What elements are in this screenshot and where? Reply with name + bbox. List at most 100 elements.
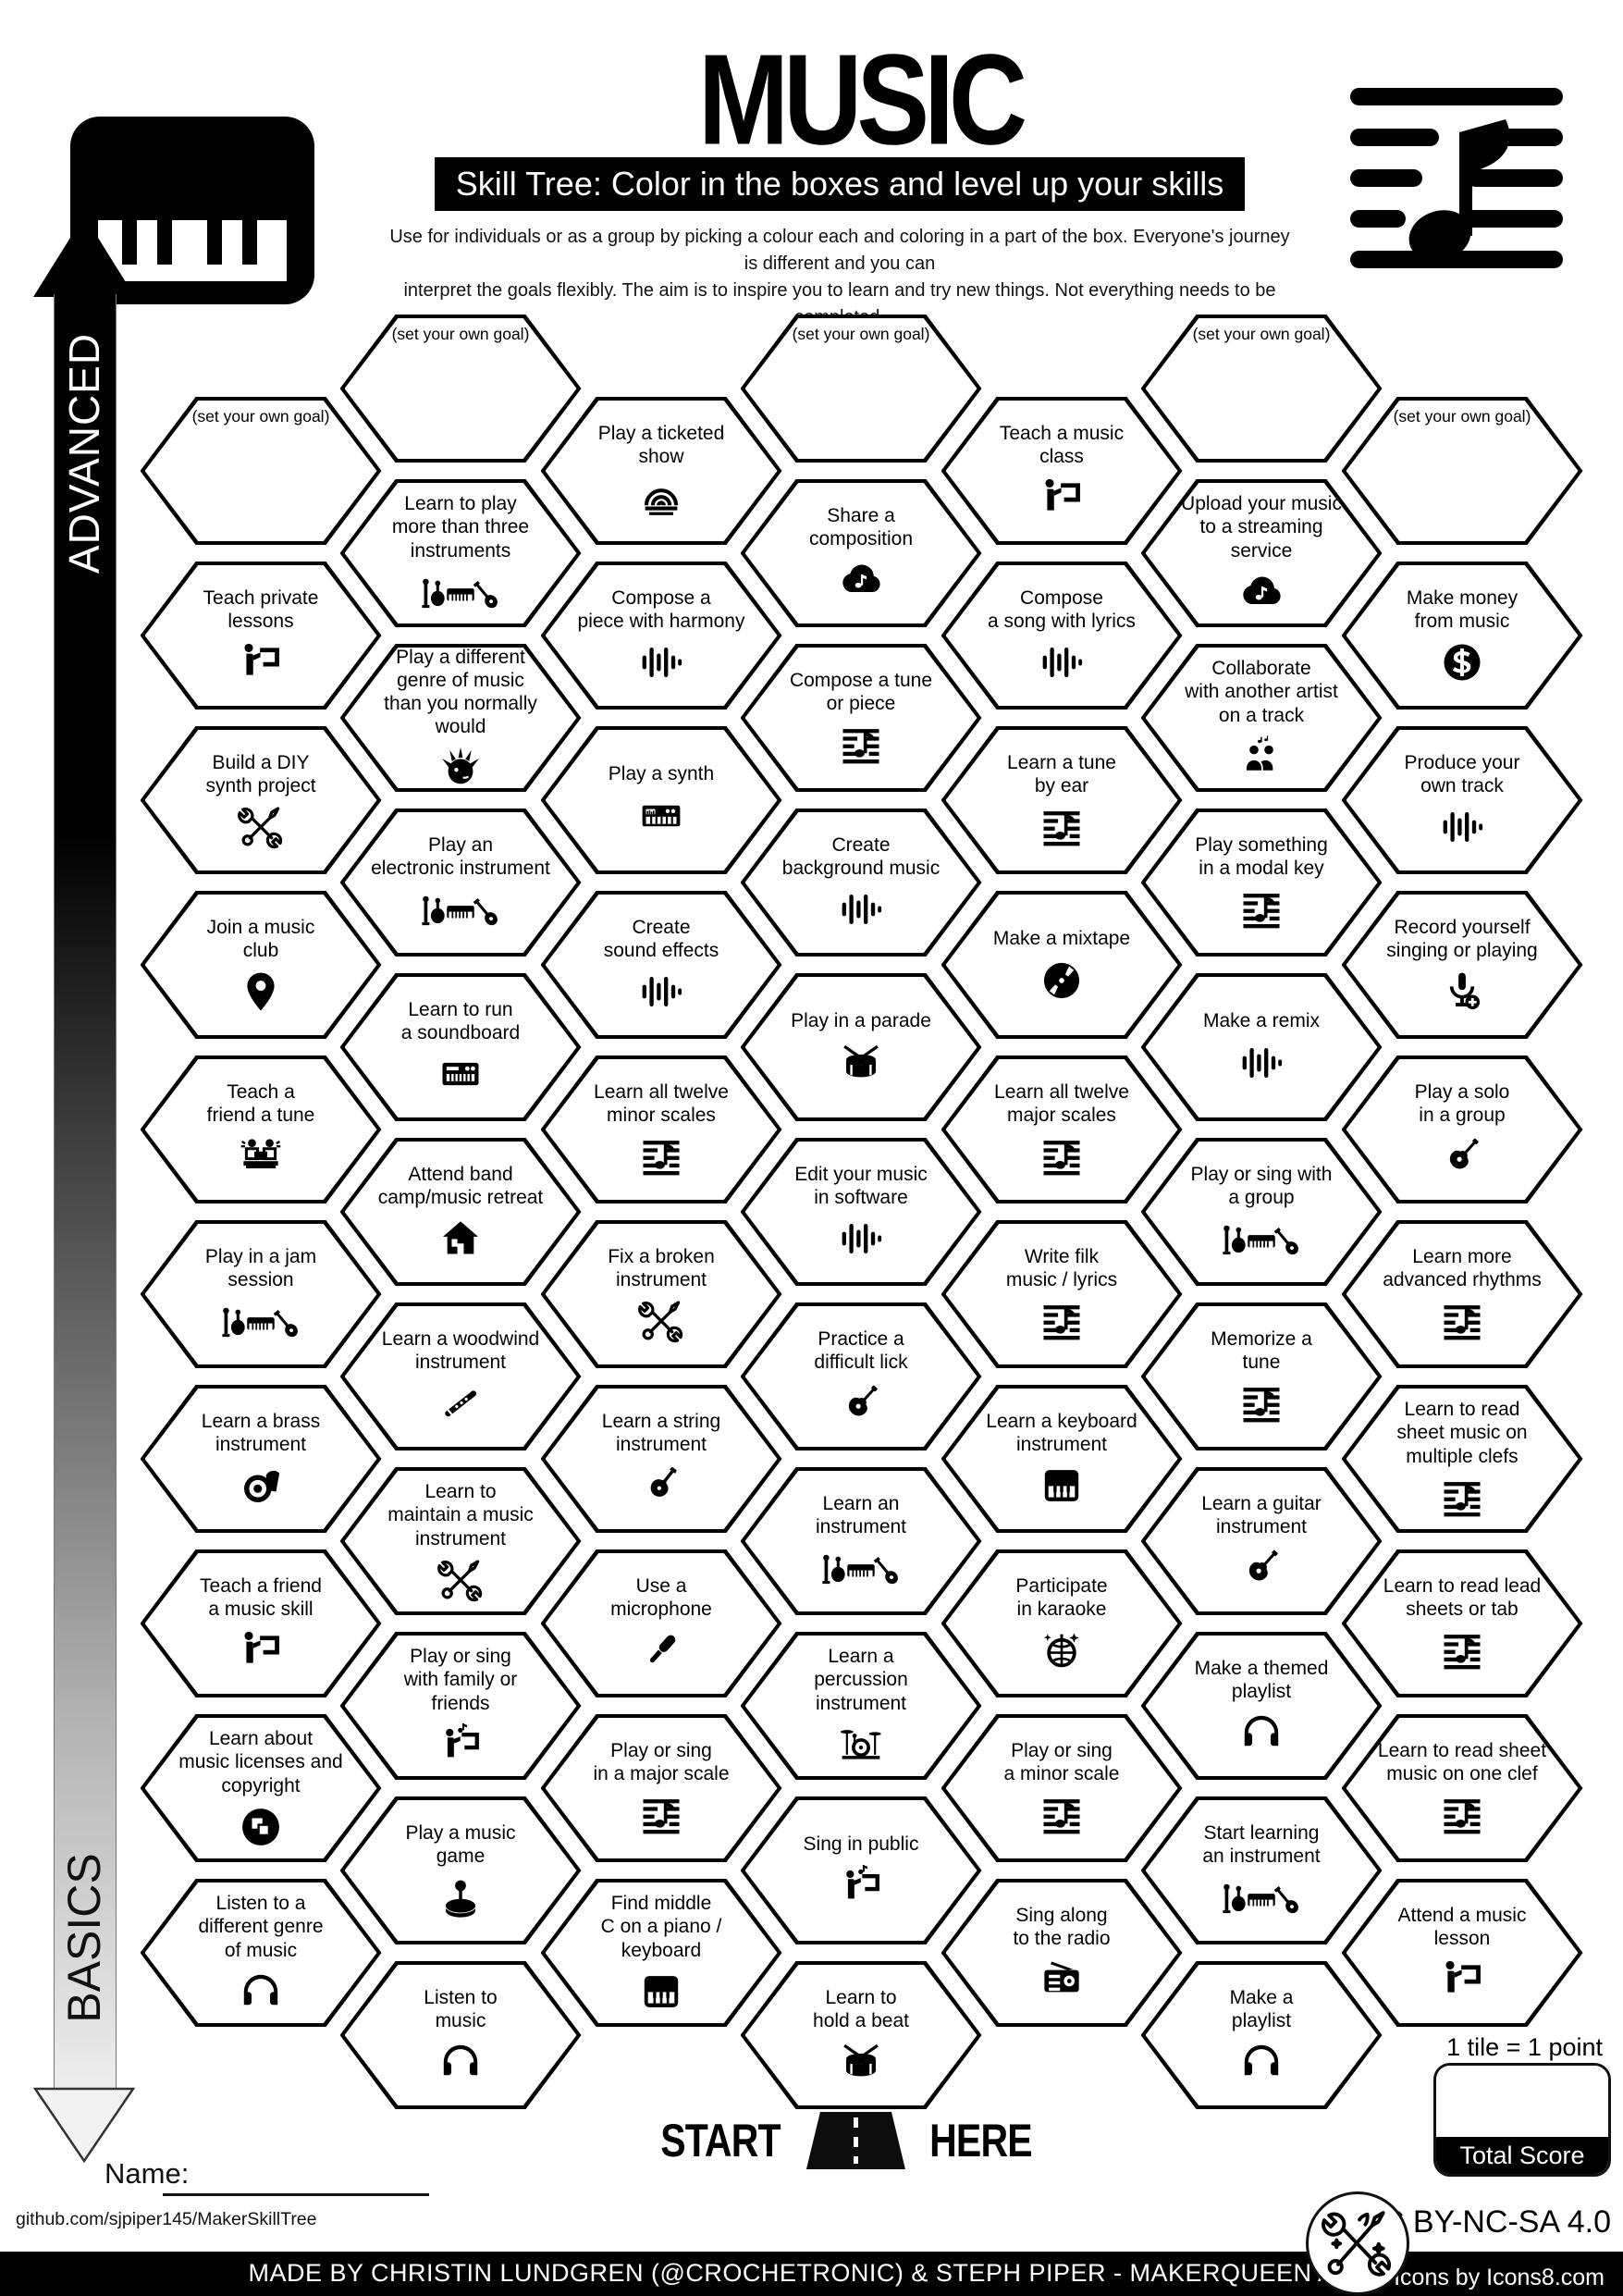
hex-tile-custom-goal[interactable]: (set your own goal)	[1341, 397, 1583, 545]
hex-fill-area[interactable]	[1346, 730, 1579, 870]
hex-fill-area[interactable]	[744, 1306, 977, 1447]
hex-tile[interactable]: Start learning an instrument	[1140, 1796, 1383, 1944]
hex-fill-area[interactable]	[1346, 1882, 1579, 2023]
hex-fill-area[interactable]	[744, 812, 977, 953]
hex-tile[interactable]: Teach private lessons	[140, 562, 382, 710]
hex-fill-area[interactable]	[1145, 318, 1378, 459]
hex-fill-area[interactable]	[744, 483, 977, 623]
github-link[interactable]: github.com/sjpiper145/MakerSkillTree	[16, 2209, 317, 2229]
hex-tile[interactable]: Record yourself singing or playing	[1341, 891, 1583, 1039]
hex-tile[interactable]: Upload your music to a streaming service	[1140, 479, 1383, 627]
icons8-credit[interactable]: Icons by Icons8.com	[1394, 2265, 1605, 2290]
hex-tile-custom-goal[interactable]: (set your own goal)	[339, 315, 582, 463]
hex-fill-area[interactable]	[945, 1224, 1178, 1364]
hex-tile[interactable]: Play or sing with family or friends	[339, 1632, 582, 1780]
hex-tile[interactable]: Make a remix	[1140, 973, 1383, 1121]
hex-tile[interactable]: Sing along to the radio	[941, 1879, 1183, 2027]
hex-fill-area[interactable]	[344, 977, 577, 1117]
hex-fill-area[interactable]	[744, 1142, 977, 1282]
hex-tile[interactable]: Build a DIY synth project	[140, 726, 382, 874]
hex-tile[interactable]: Listen to music	[339, 1961, 582, 2109]
hex-tile[interactable]: Learn to read lead sheets or tab	[1341, 1549, 1583, 1697]
hex-tile[interactable]: Create background music	[740, 809, 982, 957]
hex-fill-area[interactable]	[945, 1389, 1178, 1529]
hex-tile[interactable]: Learn a brass instrument	[140, 1385, 382, 1533]
hex-tile[interactable]: Teach a friend a music skill	[140, 1549, 382, 1697]
hex-tile[interactable]: Learn a tune by ear	[941, 726, 1183, 874]
hex-fill-area[interactable]	[344, 1306, 577, 1447]
hex-fill-area[interactable]	[1145, 1800, 1378, 1941]
hex-fill-area[interactable]	[1346, 1059, 1579, 1200]
hex-tile-custom-goal[interactable]: (set your own goal)	[1140, 315, 1383, 463]
hex-tile[interactable]: Use a microphone	[540, 1549, 782, 1697]
hex-fill-area[interactable]	[1145, 1306, 1378, 1447]
hex-fill-area[interactable]	[144, 1389, 377, 1529]
hex-tile[interactable]: Play in a jam session	[140, 1220, 382, 1368]
hex-tile[interactable]: Learn to play more than three instruments	[339, 479, 582, 627]
hex-tile[interactable]: Edit your music in software	[740, 1138, 982, 1286]
hex-fill-area[interactable]	[344, 1965, 577, 2105]
hex-tile[interactable]: Find middle C on a piano / keyboard	[540, 1879, 782, 2027]
hex-fill-area[interactable]	[144, 895, 377, 1035]
hex-tile[interactable]: Produce your own track	[1341, 726, 1583, 874]
hex-tile[interactable]: Play or sing in a major scale	[540, 1714, 782, 1862]
hex-tile[interactable]: Learn to read sheet music on multiple clef…	[1341, 1385, 1583, 1533]
hex-tile[interactable]: Learn more advanced rhythms	[1341, 1220, 1583, 1368]
hex-tile[interactable]: Learn all twelve major scales	[941, 1055, 1183, 1204]
hex-fill-area[interactable]	[945, 401, 1178, 541]
hex-tile[interactable]: Play or sing with a group	[1140, 1138, 1383, 1286]
hex-tile[interactable]: Compose a song with lyrics	[941, 562, 1183, 710]
hex-tile[interactable]: Play a ticketed show	[540, 397, 782, 545]
hex-tile[interactable]: Learn a keyboard instrument	[941, 1385, 1183, 1533]
hex-tile[interactable]: Create sound effects	[540, 891, 782, 1039]
hex-tile[interactable]: Learn an instrument	[740, 1467, 982, 1615]
hex-tile[interactable]: Attend a music lesson	[1341, 1879, 1583, 2027]
hex-fill-area[interactable]	[344, 1471, 577, 1611]
hex-tile[interactable]: Make money from music	[1341, 562, 1583, 710]
hex-tile[interactable]: Learn a woodwind instrument	[339, 1302, 582, 1450]
hex-tile[interactable]: Make a themed playlist	[1140, 1632, 1383, 1780]
hex-fill-area[interactable]	[144, 730, 377, 870]
hex-tile[interactable]: Fix a broken instrument	[540, 1220, 782, 1368]
hex-tile[interactable]: Play a solo in a group	[1341, 1055, 1583, 1204]
hex-fill-area[interactable]	[344, 318, 577, 459]
hex-fill-area[interactable]	[144, 565, 377, 706]
hex-fill-area[interactable]	[545, 730, 778, 870]
total-score-box[interactable]: Total Score	[1433, 2063, 1611, 2177]
hex-fill-area[interactable]	[545, 401, 778, 541]
hex-tile[interactable]: Learn to read sheet music on one clef	[1341, 1714, 1583, 1862]
hex-tile[interactable]: Play a synth	[540, 726, 782, 874]
score-entry-area[interactable]	[1436, 2066, 1608, 2137]
hex-tile[interactable]: Play an electronic instrument	[339, 809, 582, 957]
hex-fill-area[interactable]	[744, 1965, 977, 2105]
hex-tile[interactable]: Learn to run a soundboard	[339, 973, 582, 1121]
hex-fill-area[interactable]	[144, 1882, 377, 2023]
hex-fill-area[interactable]	[144, 1553, 377, 1694]
name-input-line[interactable]	[163, 2193, 429, 2196]
hex-fill-area[interactable]	[344, 812, 577, 953]
hex-fill-area[interactable]	[1145, 1636, 1378, 1776]
hex-fill-area[interactable]	[945, 1882, 1178, 2023]
hex-fill-area[interactable]	[1346, 1553, 1579, 1694]
hex-tile[interactable]: Make a mixtape	[941, 891, 1183, 1039]
hex-fill-area[interactable]	[545, 1718, 778, 1858]
hex-fill-area[interactable]	[945, 1553, 1178, 1694]
hex-tile[interactable]: Play in a parade	[740, 973, 982, 1121]
hex-fill-area[interactable]	[1145, 1471, 1378, 1611]
hex-tile[interactable]: Practice a difficult lick	[740, 1302, 982, 1450]
hex-fill-area[interactable]	[144, 401, 377, 541]
hex-tile[interactable]: Join a music club	[140, 891, 382, 1039]
hex-tile[interactable]: Play or sing a minor scale	[941, 1714, 1183, 1862]
hex-fill-area[interactable]	[1346, 565, 1579, 706]
hex-tile[interactable]: Learn a guitar instrument	[1140, 1467, 1383, 1615]
hex-fill-area[interactable]	[144, 1224, 377, 1364]
hex-fill-area[interactable]	[1145, 648, 1378, 788]
hex-tile[interactable]: Play a music game	[339, 1796, 582, 1944]
hex-tile[interactable]: Learn to hold a beat	[740, 1961, 982, 2109]
hex-fill-area[interactable]	[945, 565, 1178, 706]
hex-tile[interactable]: Memorize a tune	[1140, 1302, 1383, 1450]
hex-tile[interactable]: Share a composition	[740, 479, 982, 627]
hex-fill-area[interactable]	[1145, 1965, 1378, 2105]
hex-fill-area[interactable]	[1145, 812, 1378, 953]
hex-fill-area[interactable]	[1145, 1142, 1378, 1282]
